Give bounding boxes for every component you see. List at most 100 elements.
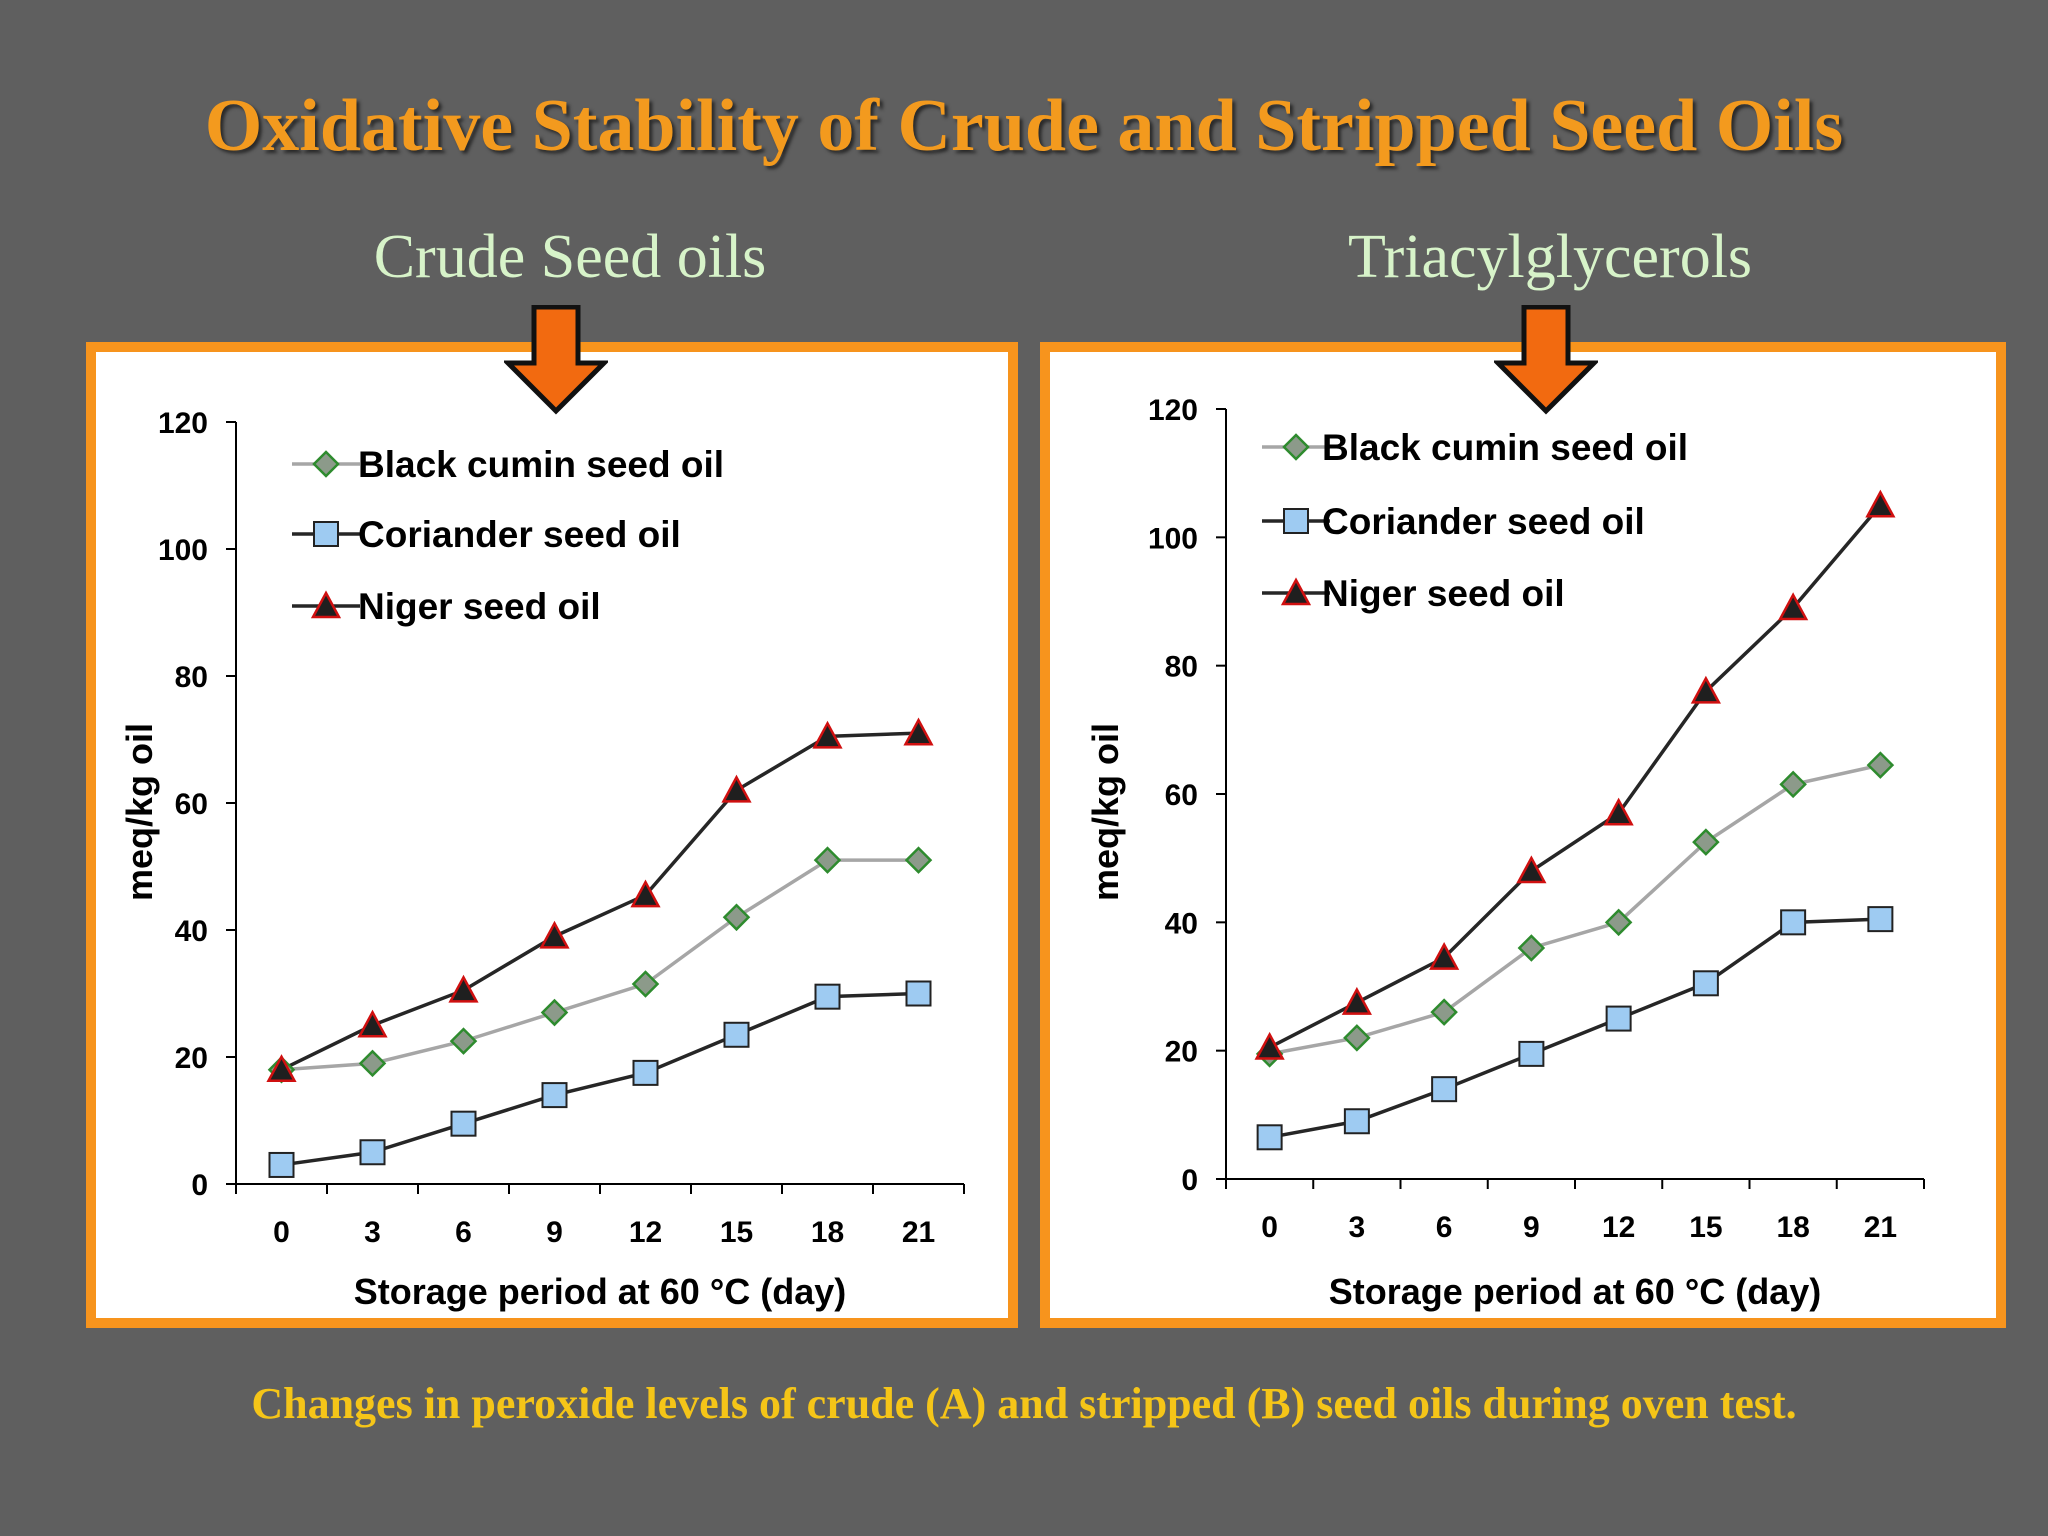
x-tick-label: 0 <box>1261 1211 1278 1244</box>
data-point <box>449 1027 478 1055</box>
x-tick-label: 15 <box>720 1216 753 1249</box>
legend-label: Coriander seed oil <box>1322 501 1645 542</box>
data-point <box>812 720 843 749</box>
data-point <box>1692 828 1720 856</box>
data-point <box>1603 797 1634 826</box>
x-tick-label: 12 <box>629 1216 662 1249</box>
x-tick-label: 15 <box>1689 1211 1722 1244</box>
chart-a-subtitle: Crude Seed oils <box>373 223 767 291</box>
data-point <box>1343 1024 1371 1052</box>
legend-label: Black cumin seed oil <box>358 444 724 485</box>
data-point <box>1778 592 1809 621</box>
y-tick-label: 100 <box>158 534 208 567</box>
x-tick-label: 3 <box>1349 1211 1366 1244</box>
chart-panel-a: 0 20 40 60 80 100 120 0 3 6 9 12 15 18 21 Storage perio… <box>86 342 1018 1328</box>
data-point <box>1690 675 1721 704</box>
legend-marker <box>1282 433 1310 461</box>
y-tick-label: 40 <box>1165 907 1198 940</box>
legend-marker <box>1280 577 1312 606</box>
y-axis-title: meq/kg oil <box>1085 723 1126 901</box>
chart-b-subtitle: Triacylglycerols <box>1347 223 1753 291</box>
y-tick-label: 100 <box>1148 522 1198 555</box>
data-point <box>1254 1031 1285 1060</box>
data-point <box>631 970 660 998</box>
data-point <box>905 980 932 1007</box>
data-point <box>1429 941 1460 970</box>
legend-label: Coriander seed oil <box>358 514 681 555</box>
data-point <box>448 974 479 1003</box>
x-tick-label: 18 <box>811 1216 844 1249</box>
series-line <box>280 731 919 1072</box>
data-point <box>813 846 842 874</box>
series-line <box>1269 763 1881 1056</box>
data-point <box>1865 489 1896 518</box>
data-point <box>1867 906 1894 933</box>
x-tick-label: 0 <box>273 1216 290 1249</box>
series-line <box>1269 917 1881 1140</box>
data-point <box>722 903 751 932</box>
data-point <box>541 1082 568 1109</box>
x-tick-label: 3 <box>364 1216 381 1249</box>
down-arrow-icon <box>504 305 608 415</box>
slide-caption: Changes in peroxide levels of crude (A) … <box>251 1379 1797 1428</box>
y-tick-label: 120 <box>1148 394 1198 427</box>
data-point <box>539 920 570 949</box>
data-point <box>359 1139 386 1166</box>
data-point <box>721 774 752 803</box>
x-tick-label: 18 <box>1776 1211 1809 1244</box>
x-tick-label: 12 <box>1602 1211 1635 1244</box>
data-point <box>1518 1040 1545 1067</box>
series-line <box>281 991 919 1167</box>
data-point <box>904 846 933 874</box>
legend-label: Black cumin seed oil <box>1322 427 1688 468</box>
y-tick-label: 0 <box>191 1169 208 1202</box>
series-line <box>281 858 919 1072</box>
legend-marker <box>310 590 342 619</box>
data-point <box>723 1021 750 1048</box>
data-point <box>540 998 569 1027</box>
y-tick-label: 20 <box>175 1042 208 1075</box>
data-point <box>1780 909 1807 936</box>
data-point <box>357 1009 388 1038</box>
legend-label: Niger seed oil <box>1322 573 1565 614</box>
data-point <box>814 983 841 1010</box>
slide-title: Oxidative Stability of Crude and Strippe… <box>204 85 1844 167</box>
data-point <box>358 1049 387 1078</box>
x-tick-label: 9 <box>546 1216 563 1249</box>
data-point <box>1779 770 1807 799</box>
x-tick-label: 21 <box>902 1216 935 1249</box>
data-point <box>1516 855 1547 884</box>
data-point <box>1431 1076 1458 1103</box>
y-tick-label: 60 <box>175 788 208 821</box>
data-point <box>1341 986 1372 1015</box>
y-tick-label: 40 <box>175 915 208 948</box>
data-point <box>268 1151 295 1178</box>
legend-marker <box>313 521 339 547</box>
data-point <box>1866 751 1895 779</box>
legend-marker <box>1283 508 1309 534</box>
y-tick-label: 0 <box>1181 1164 1198 1197</box>
y-tick-label: 60 <box>1165 779 1198 812</box>
y-tick-label: 120 <box>158 407 208 440</box>
data-point <box>1605 1005 1632 1032</box>
x-tick-label: 9 <box>1523 1211 1540 1244</box>
x-tick-label: 6 <box>1436 1211 1453 1244</box>
series-line <box>1268 504 1882 1050</box>
y-tick-label: 80 <box>1165 651 1198 684</box>
chart-a-svg: 0 20 40 60 80 100 120 0 3 6 9 12 15 18 21 Storage perio… <box>119 407 965 1312</box>
y-tick-label: 80 <box>175 661 208 694</box>
data-point <box>1256 1124 1283 1151</box>
data-point <box>1604 908 1633 937</box>
data-point <box>632 1059 659 1086</box>
data-point <box>450 1110 477 1137</box>
x-axis-title: Storage period at 60 °C (day) <box>1329 1271 1822 1312</box>
data-point <box>630 879 661 908</box>
x-axis-title: Storage period at 60 °C (day) <box>354 1271 847 1312</box>
x-tick-label: 6 <box>455 1216 472 1249</box>
y-axis-title: meq/kg oil <box>119 723 160 901</box>
data-point <box>1517 934 1546 962</box>
data-point <box>266 1054 297 1082</box>
legend-label: Niger seed oil <box>358 586 601 627</box>
x-tick-label: 21 <box>1864 1211 1897 1244</box>
data-point <box>1430 998 1458 1026</box>
